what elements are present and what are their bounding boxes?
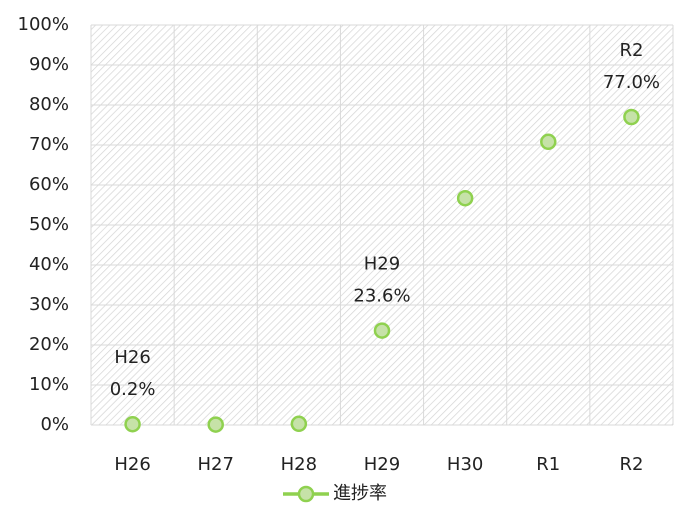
y-tick-label: 90% (29, 54, 69, 75)
x-tick-label: H29 (364, 454, 400, 475)
y-tick-label: 10% (29, 374, 69, 395)
x-tick-label: R1 (536, 454, 560, 475)
y-tick-label: 50% (29, 214, 69, 235)
marker (290, 415, 308, 433)
marker (124, 415, 141, 433)
data-label: 0.2% (110, 379, 156, 400)
marker (207, 416, 224, 433)
data-label-category: H29 (364, 254, 400, 275)
y-tick-label: 40% (29, 254, 69, 275)
y-tick-label: 100% (18, 14, 69, 35)
data-label-category: H26 (114, 347, 150, 368)
marker (540, 133, 557, 151)
data-label: 77.0% (603, 72, 660, 93)
y-tick-label: 20% (29, 334, 69, 355)
y-tick-label: 60% (29, 174, 69, 195)
marker (623, 108, 640, 126)
legend-marker (297, 485, 315, 503)
x-tick-label: R2 (619, 454, 643, 475)
legend-label: 進捗率 (333, 483, 387, 504)
y-tick-label: 30% (29, 294, 69, 315)
y-tick-label: 70% (29, 134, 69, 155)
marker (456, 189, 474, 207)
data-label: 23.6% (353, 286, 410, 307)
x-tick-label: H26 (114, 454, 150, 475)
data-label-category: R2 (619, 40, 643, 61)
x-tick-label: H30 (447, 454, 483, 475)
x-tick-label: H28 (281, 454, 317, 475)
y-tick-label: 0% (40, 414, 69, 435)
y-tick-label: 80% (29, 94, 69, 115)
marker (373, 322, 391, 339)
x-tick-label: H27 (197, 454, 233, 475)
